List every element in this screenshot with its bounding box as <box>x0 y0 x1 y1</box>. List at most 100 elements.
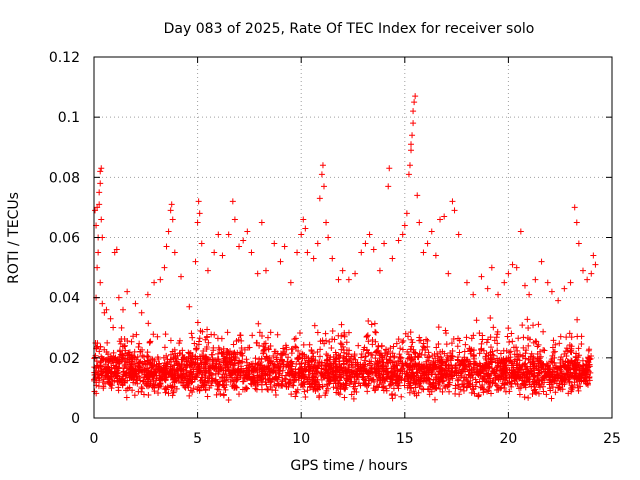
bulk-point <box>407 384 414 391</box>
data-point <box>314 240 321 247</box>
bulk-point <box>408 343 415 350</box>
bulk-point <box>318 370 325 377</box>
bulk-point <box>208 331 215 338</box>
bulk-point <box>200 347 207 354</box>
bulk-point <box>487 314 494 321</box>
data-point <box>157 276 164 283</box>
data-point <box>124 288 131 295</box>
bulk-point <box>273 356 280 363</box>
bulk-point <box>573 366 580 373</box>
bulk-point <box>443 362 450 369</box>
bulk-point <box>290 377 297 384</box>
data-point <box>198 240 205 247</box>
bulk-point <box>246 373 253 380</box>
bulk-point <box>452 362 459 369</box>
bulk-point <box>192 373 199 380</box>
data-point <box>584 276 591 283</box>
bulk-point <box>508 378 515 385</box>
bulk-point <box>210 347 217 354</box>
bulk-point <box>162 331 169 338</box>
bulk-point <box>453 372 460 379</box>
data-point <box>97 168 104 175</box>
data-point <box>406 162 413 169</box>
bulk-point <box>220 391 227 398</box>
data-point <box>416 219 423 226</box>
bulk-point <box>402 330 409 337</box>
bulk-point <box>476 350 483 357</box>
bulk-point <box>310 353 317 360</box>
bulk-point <box>288 391 295 398</box>
data-point <box>386 165 393 172</box>
bulk-point <box>470 332 477 339</box>
bulk-point <box>470 385 477 392</box>
data-point <box>410 108 417 115</box>
bulk-point <box>294 356 301 363</box>
bulk-point <box>455 354 462 361</box>
bulk-point <box>514 369 521 376</box>
x-tick-label: 15 <box>396 431 414 447</box>
bulk-point <box>395 336 402 343</box>
bulk-point <box>583 380 590 387</box>
bulk-point <box>381 352 388 359</box>
bulk-point <box>285 384 292 391</box>
bulk-point <box>275 374 282 381</box>
bulk-point <box>106 357 113 364</box>
bulk-point <box>519 322 526 329</box>
bulk-point <box>184 376 191 383</box>
bulk-point <box>554 375 561 382</box>
data-point <box>579 267 586 274</box>
bulk-point <box>432 384 439 391</box>
bulk-point <box>414 354 421 361</box>
bulk-point <box>267 360 274 367</box>
data-point <box>449 198 456 205</box>
bulk-point <box>556 380 563 387</box>
bulk-point <box>256 373 263 380</box>
bulk-point <box>358 354 365 361</box>
bulk-point <box>311 322 318 329</box>
bulk-point <box>102 361 109 368</box>
bulk-point <box>115 364 122 371</box>
data-point <box>94 204 101 211</box>
bulk-point <box>309 380 316 387</box>
bulk-point <box>500 367 507 374</box>
bulk-point <box>429 352 436 359</box>
bulk-point <box>532 338 539 345</box>
bulk-point <box>374 358 381 365</box>
bulk-point <box>471 355 478 362</box>
bulk-point <box>180 382 187 389</box>
bulk-point <box>323 369 330 376</box>
bulk-point <box>494 347 501 354</box>
bulk-point <box>456 337 463 344</box>
bulk-point <box>213 391 220 398</box>
bulk-point <box>248 381 255 388</box>
bulk-point <box>459 380 466 387</box>
bulk-point <box>155 356 162 363</box>
bulk-point <box>155 390 162 397</box>
bulk-point <box>129 387 136 394</box>
data-point <box>495 291 502 298</box>
bulk-point <box>393 340 400 347</box>
data-point <box>281 243 288 250</box>
bulk-point <box>486 383 493 390</box>
bulk-point <box>160 371 167 378</box>
bulk-point <box>567 369 574 376</box>
bulk-point <box>538 381 545 388</box>
bulk-point <box>558 354 565 361</box>
bulk-point <box>378 353 385 360</box>
bulk-point <box>482 355 489 362</box>
bulk-point <box>125 349 132 356</box>
bulk-point <box>220 353 227 360</box>
x-tick-label: 20 <box>499 431 517 447</box>
bulk-point <box>201 382 208 389</box>
bulk-point <box>288 358 295 365</box>
data-point <box>96 201 103 208</box>
bulk-point <box>464 366 471 373</box>
x-tick-label: 25 <box>603 431 621 447</box>
bulk-point <box>340 360 347 367</box>
bulk-point <box>364 332 371 339</box>
data-point <box>161 264 168 271</box>
bulk-point <box>426 377 433 384</box>
bulk-point <box>539 374 546 381</box>
data-point <box>414 192 421 199</box>
data-point <box>329 255 336 262</box>
